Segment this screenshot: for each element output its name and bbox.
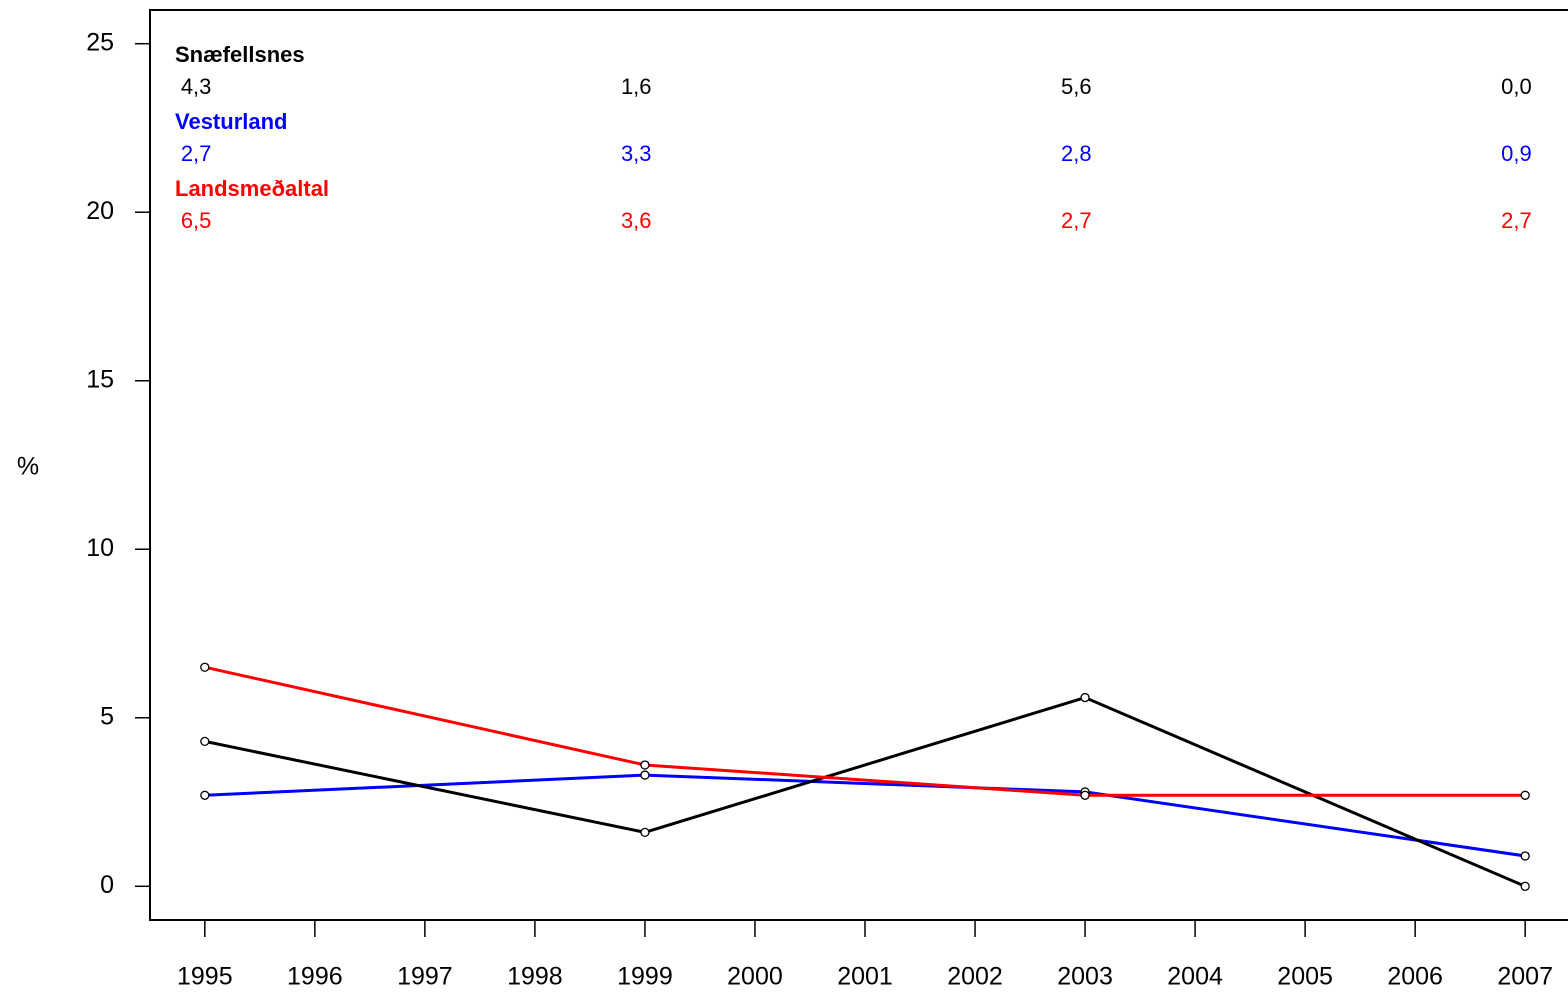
data-point (1520, 851, 1530, 861)
x-tick-label: 1999 (617, 963, 673, 991)
data-point (200, 790, 210, 800)
value-label: 4,3 (181, 74, 212, 99)
series-line (204, 773, 1526, 858)
data-point (1520, 881, 1530, 891)
x-tick-label: 1997 (397, 963, 453, 991)
y-axis-label: % (17, 453, 39, 481)
data-point (640, 827, 650, 838)
x-tick-label: 2002 (947, 963, 1003, 991)
x-tick-label: 2003 (1057, 963, 1113, 991)
x-tick-label: 2006 (1387, 963, 1443, 991)
y-tick-label: 5 (100, 702, 114, 730)
legend-label: Snæfellsnes (175, 42, 305, 67)
x-tick-label: 1995 (177, 963, 233, 991)
x-tick-label: 2005 (1277, 963, 1333, 991)
x-tick-label: 2001 (837, 963, 893, 991)
data-point (640, 760, 650, 770)
value-label: 0,0 (1501, 74, 1532, 99)
value-label: 2,7 (181, 141, 212, 166)
y-tick-label: 10 (86, 534, 114, 562)
x-tick-label: 2004 (1167, 963, 1223, 991)
value-label: 2,7 (1061, 208, 1092, 233)
x-tick-label: 1996 (287, 963, 343, 991)
value-label: 1,6 (621, 74, 652, 99)
value-label: 2,7 (1501, 208, 1532, 233)
series-line (204, 695, 1526, 888)
data-point (640, 770, 650, 780)
data-point (1080, 790, 1090, 800)
x-tick-label: 2000 (727, 963, 783, 991)
y-tick-label: 25 (86, 28, 114, 56)
value-label: 3,6 (621, 208, 652, 233)
data-point (1080, 692, 1090, 703)
value-label: 0,9 (1501, 141, 1532, 166)
value-label: 3,3 (621, 141, 652, 166)
legend-label: Vesturland (175, 109, 287, 134)
x-tick-label: 1998 (507, 963, 563, 991)
y-tick-label: 15 (86, 365, 114, 393)
data-point (200, 662, 210, 672)
value-label: 2,8 (1061, 141, 1092, 166)
legend-label: Landsmeðaltal (175, 176, 329, 201)
value-label: 5,6 (1061, 74, 1092, 99)
y-tick-label: 0 (100, 871, 114, 899)
series-line (204, 665, 1526, 797)
plot-frame (149, 9, 1568, 921)
data-point (200, 736, 210, 747)
data-point (1520, 790, 1530, 800)
y-tick-label: 20 (86, 197, 114, 225)
x-tick-label: 2007 (1497, 963, 1553, 991)
value-label: 6,5 (181, 208, 212, 233)
